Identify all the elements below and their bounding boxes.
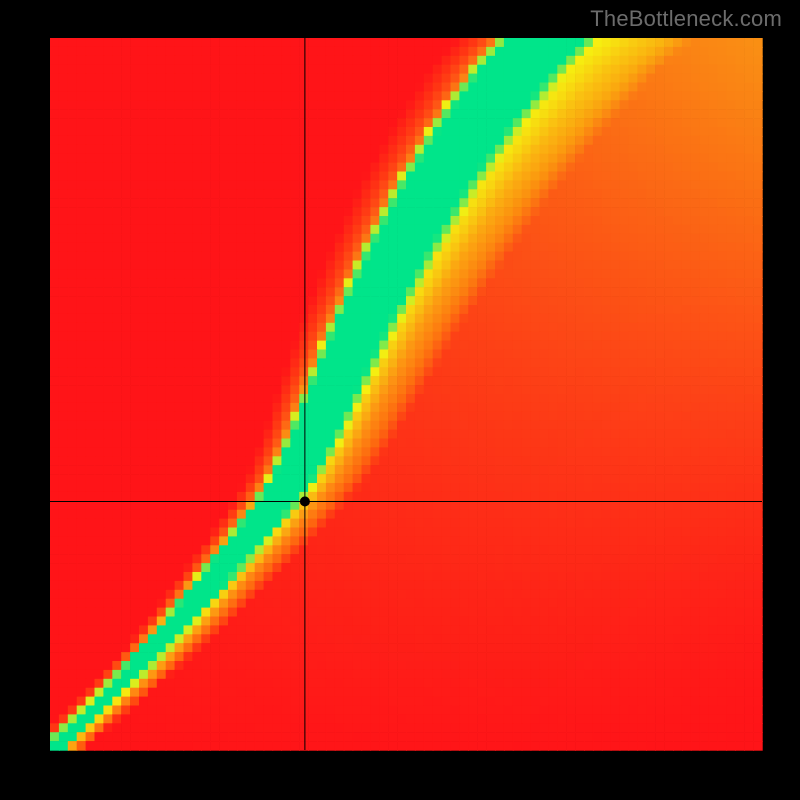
stage: TheBottleneck.com: [0, 0, 800, 800]
bottleneck-heatmap: [0, 0, 800, 800]
watermark-text: TheBottleneck.com: [590, 6, 782, 32]
